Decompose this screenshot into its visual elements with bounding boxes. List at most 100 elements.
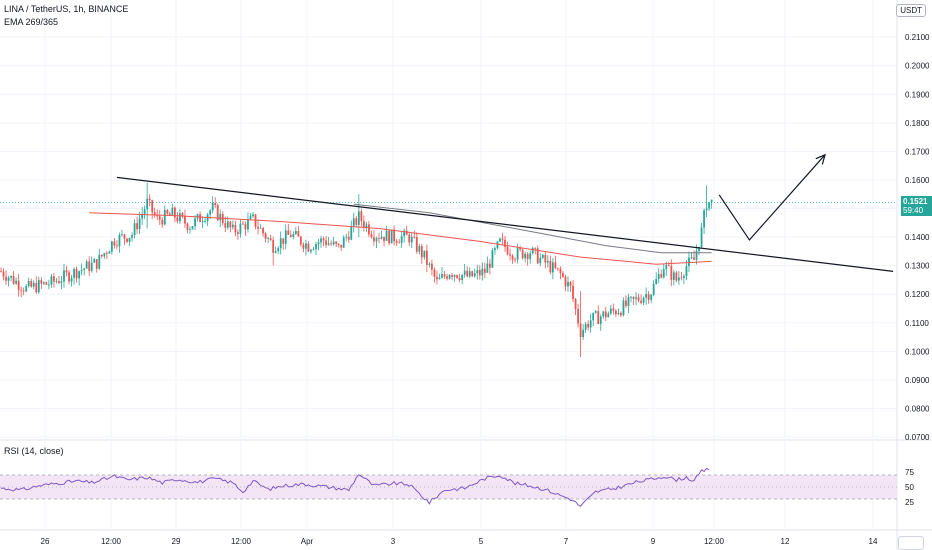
candle-body <box>637 297 640 301</box>
candle-body <box>592 312 595 321</box>
candle-body <box>355 218 358 225</box>
candle-body <box>184 216 186 224</box>
candle-body <box>70 277 73 282</box>
time-tick-label: 26 <box>41 537 50 546</box>
candle-body <box>20 289 23 291</box>
candle-body <box>652 283 655 295</box>
candle-body <box>425 250 428 265</box>
candle-body <box>15 280 18 284</box>
candle-body <box>647 294 650 300</box>
candle-body <box>562 273 564 277</box>
candle-body <box>690 257 693 259</box>
candle-body <box>504 239 506 248</box>
candle-body <box>189 229 191 231</box>
candle-body <box>330 243 333 245</box>
candle-body <box>289 234 292 237</box>
candle-body <box>478 270 481 276</box>
candle-body <box>100 254 103 257</box>
candle-body <box>73 269 75 278</box>
candle-body <box>514 259 516 261</box>
candle-body <box>448 275 451 279</box>
candle-body <box>347 236 350 240</box>
candle-body <box>219 213 222 221</box>
candle-body <box>209 210 212 215</box>
candle-body <box>471 271 474 277</box>
candle-body <box>216 205 219 221</box>
candle-body <box>564 276 567 287</box>
candle-body <box>438 277 441 280</box>
candle-body <box>499 238 501 242</box>
candle-body <box>473 273 476 277</box>
candle-body <box>105 253 108 254</box>
candle-body <box>539 257 542 264</box>
candle-body <box>468 271 471 277</box>
symbol-title: LINA / TetherUS, 1h, BINANCE <box>4 4 129 14</box>
candle-body <box>630 296 632 298</box>
candle-body <box>531 247 534 254</box>
rsi-tick-label: 75 <box>905 468 914 477</box>
candle-body <box>567 281 569 287</box>
rsi-line <box>0 467 710 507</box>
price-tick-label: 0.1600 <box>905 176 930 185</box>
candle-body <box>483 268 486 273</box>
candle-body <box>667 265 670 266</box>
candle-body <box>688 257 690 266</box>
candle-body <box>322 238 325 241</box>
candle-body <box>569 281 572 286</box>
price-tick-label: 0.1900 <box>905 90 930 99</box>
candle-body <box>108 251 111 254</box>
candle-body <box>385 230 388 241</box>
candle-body <box>267 238 270 240</box>
price-tick-label: 0.0700 <box>905 433 930 442</box>
candle-body <box>541 254 544 258</box>
candle-body <box>627 297 630 306</box>
candle-body <box>194 218 196 227</box>
candle-body <box>305 243 307 249</box>
candle-body <box>252 214 254 217</box>
candle-body <box>526 253 529 259</box>
candle-body <box>284 230 287 244</box>
candle-body <box>587 323 590 328</box>
candle-body <box>242 223 244 225</box>
candle-body <box>524 253 527 259</box>
candle-body <box>428 263 431 265</box>
candle-body <box>168 213 171 215</box>
tradingview-logo <box>898 536 924 550</box>
candle-body <box>199 214 201 222</box>
candle-body <box>282 238 285 244</box>
candle-body <box>529 253 532 259</box>
candle-body <box>405 230 408 235</box>
candle-body <box>287 230 290 235</box>
candle-body <box>35 282 38 293</box>
price-tick-label: 0.1800 <box>905 119 930 128</box>
candle-body <box>383 236 385 241</box>
candle-body <box>680 277 683 279</box>
candle-body <box>113 241 116 246</box>
candle-body <box>443 274 446 277</box>
candle-body <box>534 247 537 249</box>
candle-body <box>279 238 282 249</box>
candle-body <box>143 209 146 214</box>
candle-body <box>398 242 401 244</box>
candle-body <box>698 246 700 251</box>
candle-body <box>496 241 499 249</box>
currency-badge[interactable]: USDT <box>896 4 926 17</box>
candle-body <box>536 248 539 264</box>
candle-body <box>274 251 277 253</box>
candle-body <box>609 308 612 314</box>
candle-body <box>708 202 711 209</box>
candle-body <box>350 226 353 240</box>
time-tick-label: 14 <box>869 537 878 546</box>
candle-body <box>655 279 658 284</box>
candle-body <box>332 241 335 245</box>
price-tick-label: 0.2000 <box>905 62 930 71</box>
candle-body <box>620 312 622 316</box>
candle-body <box>186 223 189 230</box>
candle-body <box>239 223 242 234</box>
candle-body <box>249 216 252 220</box>
candle-body <box>486 263 489 273</box>
candle-body <box>345 236 348 238</box>
price-tick-label: 0.0800 <box>905 404 930 413</box>
